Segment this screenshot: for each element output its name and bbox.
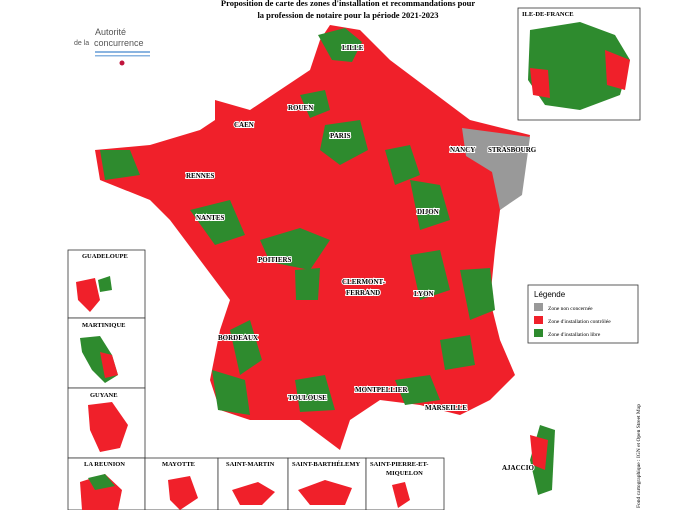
zone-free-area bbox=[295, 268, 320, 300]
ile-de-france-inset: ILE-DE-FRANCE bbox=[517, 7, 641, 121]
city-label: LILLE bbox=[342, 44, 364, 52]
zone-free-area bbox=[190, 200, 245, 245]
city-label: LYON bbox=[414, 290, 434, 298]
zone-controlled bbox=[88, 402, 128, 452]
city-label: ROUEN bbox=[288, 104, 313, 112]
legend-title: Légende bbox=[534, 290, 566, 299]
legend-swatch bbox=[534, 316, 543, 324]
logo-text: de la bbox=[74, 40, 89, 47]
logo-bar bbox=[95, 55, 150, 57]
city-label: RENNES bbox=[186, 172, 215, 180]
legend-swatch bbox=[534, 303, 543, 311]
zone-free-area bbox=[295, 375, 335, 412]
legend-label: Zone d'installation libre bbox=[548, 332, 601, 338]
legend-swatch bbox=[534, 329, 543, 337]
city-label: DIJON bbox=[417, 208, 439, 216]
logo-dot bbox=[119, 60, 125, 66]
zone-free-area bbox=[395, 375, 440, 405]
zone-free bbox=[98, 276, 112, 292]
zone-not-concerned bbox=[462, 128, 530, 210]
zone-controlled bbox=[530, 435, 548, 470]
inset-label: MARTINIQUE bbox=[82, 322, 125, 329]
zone-controlled bbox=[100, 352, 118, 378]
zone-free-area bbox=[385, 145, 420, 185]
legend-label: Zone non concernée bbox=[548, 306, 593, 312]
zone-controlled bbox=[298, 480, 352, 505]
zone-free-area bbox=[318, 28, 362, 62]
zone-free-area bbox=[410, 250, 450, 300]
title: la profession de notaire pour la période… bbox=[257, 10, 438, 20]
city-label: STRASBOURG bbox=[488, 146, 537, 154]
city-label: CLERMONT- bbox=[342, 278, 386, 286]
inset-label: SAINT-PIERRE-ET- bbox=[370, 461, 428, 468]
zone-controlled bbox=[76, 278, 100, 312]
city-label: NANCY bbox=[450, 146, 475, 154]
zone-free bbox=[88, 474, 115, 490]
zone-free-area bbox=[320, 120, 368, 165]
zone-controlled bbox=[392, 482, 410, 508]
legend: Légende Zone non concernée Zone d'instal… bbox=[527, 284, 639, 344]
zone-free-area bbox=[300, 90, 330, 118]
inset-label: GUADELOUPE bbox=[82, 253, 128, 260]
zone-controlled bbox=[605, 50, 630, 90]
france-map bbox=[95, 25, 555, 495]
overseas-insets: GUADELOUPE MARTINIQUE GUYANE LA REUNION … bbox=[67, 249, 445, 510]
city-label: FERRAND bbox=[346, 289, 380, 297]
city-label: CAEN bbox=[234, 121, 254, 129]
zone-free-area bbox=[230, 320, 262, 375]
inset-label: MIQUELON bbox=[386, 470, 423, 477]
inset-label: ILE-DE-FRANCE bbox=[522, 11, 574, 18]
logo-text: concurrence bbox=[94, 38, 144, 48]
title: Proposition de carte des zones d'install… bbox=[221, 0, 475, 8]
legend-box bbox=[527, 284, 639, 344]
inset-label: LA REUNION bbox=[84, 461, 125, 468]
zone-free-area bbox=[440, 335, 475, 370]
city-label: MONTPELLIER bbox=[355, 386, 408, 394]
city-label: AJACCIO bbox=[502, 464, 534, 472]
credit: Fond cartographique : IGN et Open Street… bbox=[636, 404, 642, 508]
inset-label: GUYANE bbox=[90, 392, 118, 399]
zone-free bbox=[100, 28, 555, 495]
logo-bar bbox=[95, 51, 150, 53]
logo: Autorité de la concurrence bbox=[74, 27, 150, 66]
city-label: PARIS bbox=[330, 132, 351, 140]
legend-label: Zone d'installation contrôlée bbox=[548, 319, 611, 325]
inset-label: SAINT-BARTHÉLEMY bbox=[292, 460, 360, 468]
city-label: NANTES bbox=[196, 214, 225, 222]
zone-free bbox=[528, 22, 630, 110]
city-label: TOULOUSE bbox=[288, 394, 327, 402]
zone-controlled bbox=[232, 482, 275, 505]
zone-controlled bbox=[168, 476, 198, 510]
city-label: POITIERS bbox=[258, 256, 292, 264]
city-label: BORDEAUX bbox=[218, 334, 258, 342]
zone-free-area bbox=[212, 370, 250, 415]
zone-controlled bbox=[530, 68, 550, 98]
zone-free-area bbox=[260, 228, 330, 270]
city-labels: LILLE ROUEN CAEN PARIS NANCY STRASBOURG … bbox=[185, 43, 538, 473]
zone-free-area bbox=[460, 268, 495, 320]
inset-label: MAYOTTE bbox=[162, 461, 195, 468]
zone-free-area bbox=[410, 180, 450, 230]
city-label: MARSEILLE bbox=[425, 404, 467, 412]
inset-label: SAINT-MARTIN bbox=[226, 461, 275, 468]
zone-free-area bbox=[100, 150, 140, 180]
logo-text: Autorité bbox=[95, 27, 126, 37]
